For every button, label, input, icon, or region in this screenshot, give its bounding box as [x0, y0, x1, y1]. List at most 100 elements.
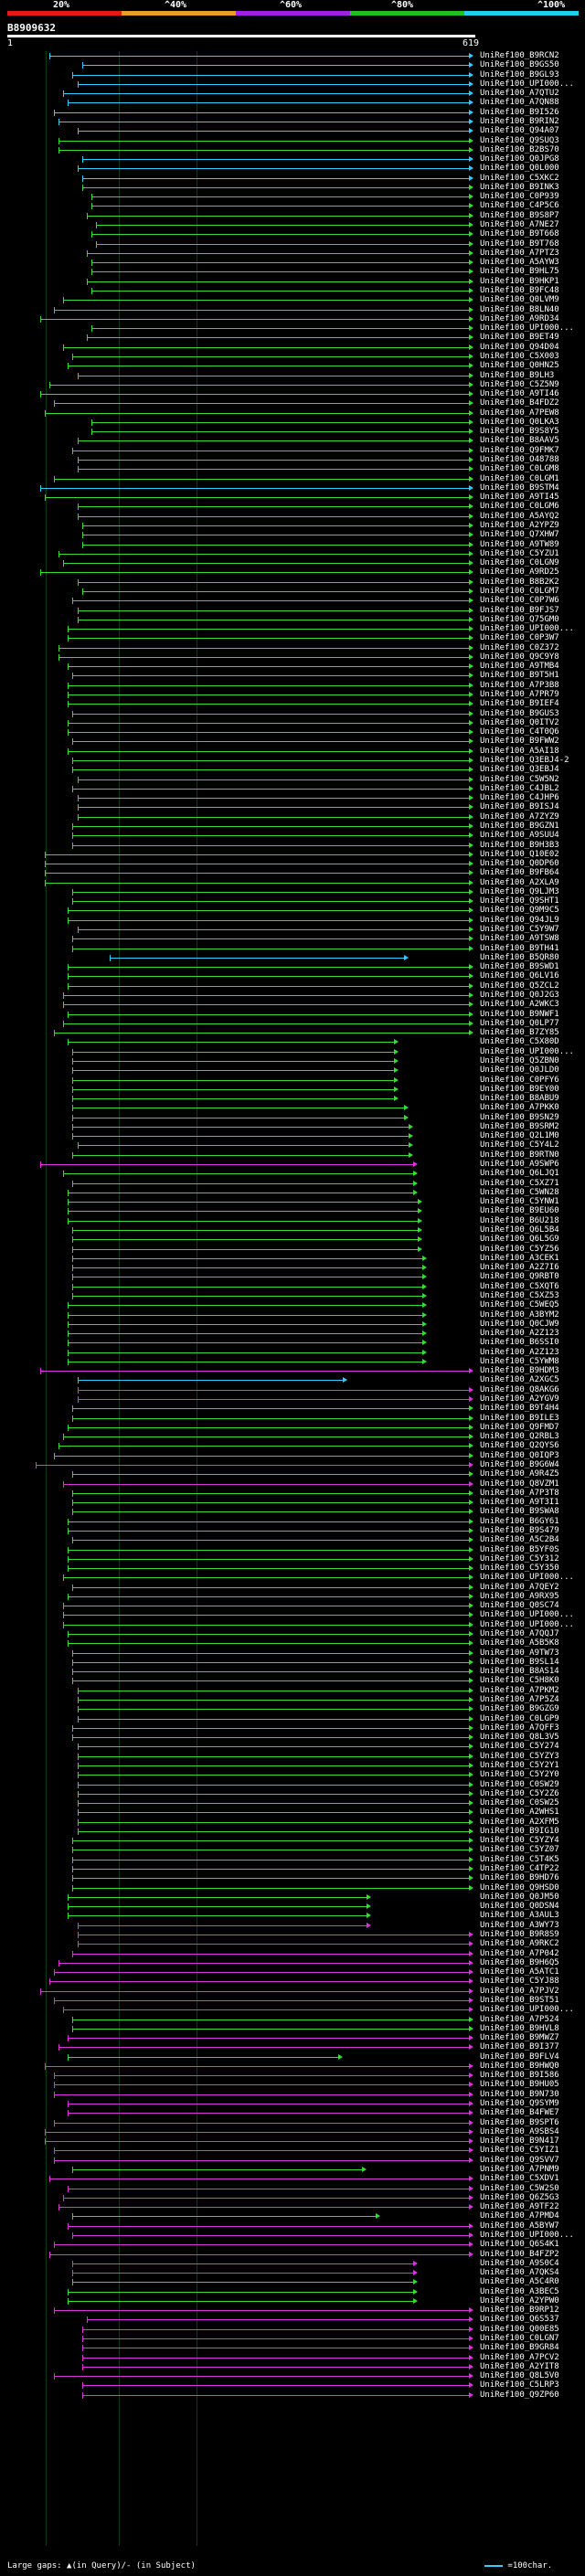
hit-label[interactable]: UniRef100_A2XFM5	[480, 1817, 559, 1827]
hit-row[interactable]: UniRef100_Q0LP77	[0, 1019, 585, 1028]
hit-alignment-bar[interactable]	[72, 891, 470, 893]
hit-row[interactable]: UniRef100_B9ET49	[0, 333, 585, 342]
hit-label[interactable]: UniRef100_C5YZY3	[480, 1751, 559, 1761]
hit-label[interactable]: UniRef100_Q7XHW7	[480, 530, 559, 540]
hit-label[interactable]: UniRef100_A9SUU4	[480, 831, 559, 841]
hit-row[interactable]: UniRef100_Q9M9C5	[0, 906, 585, 915]
hit-label[interactable]: UniRef100_B9HVL8	[480, 2023, 559, 2033]
hit-label[interactable]: UniRef100_B9ISJ4	[480, 802, 559, 812]
hit-row[interactable]: UniRef100_B9T768	[0, 239, 585, 249]
hit-alignment-bar[interactable]	[86, 281, 470, 282]
hit-row[interactable]: UniRef100_Q6S4K1	[0, 2240, 585, 2249]
hit-label[interactable]: UniRef100_A5B5K8	[480, 1638, 559, 1648]
hit-row[interactable]: UniRef100_A9RX95	[0, 1592, 585, 1601]
hit-label[interactable]: UniRef100_A5BYW7	[480, 2221, 559, 2231]
hit-alignment-bar[interactable]	[72, 1098, 396, 1100]
hit-row[interactable]: UniRef100_A2YPZ9	[0, 521, 585, 530]
hit-row[interactable]: UniRef100_UPI000...	[0, 323, 585, 333]
hit-label[interactable]: UniRef100_Q6L5G9	[480, 1235, 559, 1245]
hit-alignment-bar[interactable]	[81, 544, 470, 546]
hit-row[interactable]: UniRef100_A9R4Z5	[0, 1469, 585, 1479]
hit-label[interactable]: UniRef100_B9H3B3	[480, 840, 559, 850]
hit-row[interactable]: UniRef100_B9HKP1	[0, 277, 585, 286]
hit-row[interactable]: UniRef100_B9ST51	[0, 1996, 585, 2005]
hit-alignment-bar[interactable]	[81, 159, 470, 161]
hit-row[interactable]: UniRef100_B9GUS3	[0, 709, 585, 718]
hit-alignment-bar[interactable]	[77, 798, 470, 800]
hit-row[interactable]: UniRef100_C0SW25	[0, 1798, 585, 1807]
hit-label[interactable]: UniRef100_B9GZN1	[480, 821, 559, 831]
hit-label[interactable]: UniRef100_Q8L5V0	[480, 2371, 559, 2381]
hit-alignment-bar[interactable]	[68, 1042, 396, 1044]
hit-row[interactable]: UniRef100_A7PJV2	[0, 1987, 585, 1996]
hit-alignment-bar[interactable]	[68, 1426, 470, 1428]
hit-row[interactable]: UniRef100_B9I586	[0, 2071, 585, 2080]
hit-row[interactable]: UniRef100_Q9FMK7	[0, 446, 585, 455]
hit-row[interactable]: UniRef100_B9T4H4	[0, 1404, 585, 1413]
hit-label[interactable]: UniRef100_A5ATC1	[480, 1967, 559, 1977]
hit-row[interactable]: UniRef100_C5YZ07	[0, 1845, 585, 1854]
hit-label[interactable]: UniRef100_Q6Z5G3	[480, 2192, 559, 2202]
hit-label[interactable]: UniRef100_Q0IQP3	[480, 1450, 559, 1460]
hit-alignment-bar[interactable]	[90, 262, 470, 264]
hit-row[interactable]: UniRef100_C0LGN9	[0, 558, 585, 567]
hit-label[interactable]: UniRef100_Q0LVM9	[480, 295, 559, 305]
hit-alignment-bar[interactable]	[72, 1248, 419, 1250]
hit-label[interactable]: UniRef100_Q3EBJ4-2	[480, 756, 569, 765]
hit-alignment-bar[interactable]	[90, 271, 470, 273]
hit-alignment-bar[interactable]	[90, 431, 470, 433]
hit-alignment-bar[interactable]	[81, 2394, 470, 2396]
hit-alignment-bar[interactable]	[86, 215, 470, 217]
hit-row[interactable]: UniRef100_C5YZY3	[0, 1752, 585, 1761]
hit-label[interactable]: UniRef100_B9RCN2	[480, 51, 559, 60]
hit-row[interactable]: UniRef100_A7QKS4	[0, 2268, 585, 2277]
hit-alignment-bar[interactable]	[81, 65, 470, 67]
hit-row[interactable]: UniRef100_B4FWE7	[0, 2108, 585, 2117]
hit-label[interactable]: UniRef100_Q5ZBN0	[480, 1055, 559, 1065]
hit-label[interactable]: UniRef100_C0PFY6	[480, 1075, 559, 1085]
hit-label[interactable]: UniRef100_Q2RBL3	[480, 1432, 559, 1442]
hit-alignment-bar[interactable]	[72, 1511, 470, 1513]
hit-row[interactable]: UniRef100_A9SBS4	[0, 2127, 585, 2136]
hit-label[interactable]: UniRef100_Q6L5B4	[480, 1225, 559, 1235]
hit-alignment-bar[interactable]	[54, 403, 470, 405]
hit-alignment-bar[interactable]	[81, 2357, 470, 2359]
hit-row[interactable]: UniRef100_Q0JM50	[0, 1892, 585, 1902]
hit-label[interactable]: UniRef100_A5AI18	[480, 746, 559, 756]
hit-label[interactable]: UniRef100_B9GL93	[480, 69, 559, 80]
hit-label[interactable]: UniRef100_C0LGM8	[480, 464, 559, 474]
hit-row[interactable]: UniRef100_A7P524	[0, 2015, 585, 2024]
hit-label[interactable]: UniRef100_C5XZ71	[480, 1178, 559, 1188]
hit-alignment-bar[interactable]	[68, 694, 470, 696]
hit-alignment-bar[interactable]	[77, 581, 470, 583]
hit-alignment-bar[interactable]	[68, 1342, 423, 1344]
hit-row[interactable]: UniRef100_A7QFF3	[0, 1723, 585, 1733]
hit-label[interactable]: UniRef100_C0Z372	[480, 642, 559, 652]
hit-row[interactable]: UniRef100_C0LGP9	[0, 1714, 585, 1723]
hit-alignment-bar[interactable]	[44, 882, 470, 884]
hit-row[interactable]: UniRef100_C0LGM7	[0, 587, 585, 596]
hit-label[interactable]: UniRef100_C5Y2Y0	[480, 1770, 559, 1780]
hit-label[interactable]: UniRef100_Q9SYM9	[480, 2099, 559, 2109]
hit-row[interactable]: UniRef100_B7ZY85	[0, 1028, 585, 1037]
hit-label[interactable]: UniRef100_B9INK3	[480, 182, 559, 192]
hit-label[interactable]: UniRef100_A5AYQ2	[480, 511, 559, 521]
hit-alignment-bar[interactable]	[72, 1727, 470, 1729]
hit-label[interactable]: UniRef100_A7P3B8	[480, 680, 559, 690]
hit-alignment-bar[interactable]	[68, 1352, 423, 1353]
hit-row[interactable]: UniRef100_B9SWA8	[0, 1507, 585, 1516]
hit-label[interactable]: UniRef100_B8AS14	[480, 1667, 559, 1677]
hit-label[interactable]: UniRef100_B9HKP1	[480, 276, 559, 286]
hit-row[interactable]: UniRef100_C5YZ56	[0, 1245, 585, 1254]
hit-row[interactable]: UniRef100_B9I526	[0, 108, 585, 117]
hit-alignment-bar[interactable]	[58, 553, 470, 555]
hit-alignment-bar[interactable]	[39, 394, 470, 396]
hit-label[interactable]: UniRef100_B9MWZ7	[480, 2033, 559, 2043]
hit-label[interactable]: UniRef100_UPI000...	[480, 1619, 574, 1629]
hit-row[interactable]: UniRef100_Q9SVV7	[0, 2156, 585, 2165]
hit-row[interactable]: UniRef100_B9T668	[0, 229, 585, 239]
hit-label[interactable]: UniRef100_B9HDM3	[480, 1366, 559, 1376]
hit-alignment-bar[interactable]	[72, 1154, 410, 1156]
hit-label[interactable]: UniRef100_A9TI46	[480, 389, 559, 399]
hit-row[interactable]: UniRef100_A7PKK0	[0, 1103, 585, 1112]
